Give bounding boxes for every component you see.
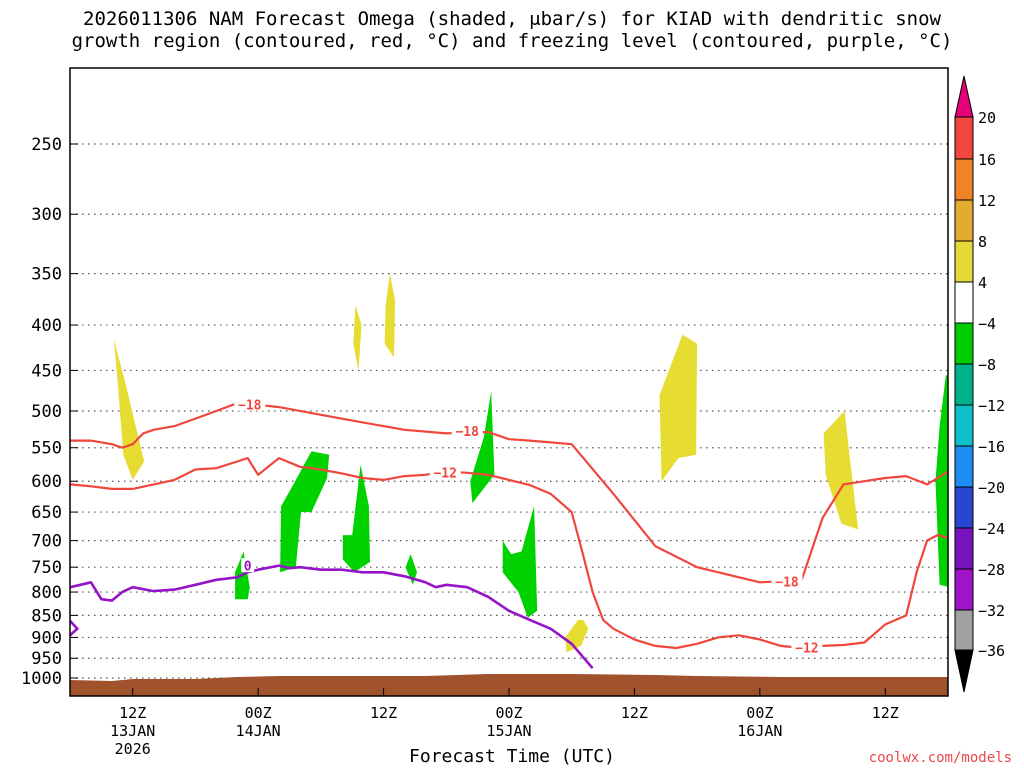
y-tick-label-1000: 1000 [21, 669, 62, 689]
omega-region-10 [470, 391, 495, 504]
contour-label-m18-a: −18 [238, 398, 262, 413]
omega-region-8 [342, 464, 370, 573]
colorbar-bin-6 [954, 363, 974, 406]
y-tick-label-400: 400 [31, 316, 62, 336]
x-axis-label: Forecast Time (UTC) [409, 746, 615, 767]
colorbar-bin-12 [954, 609, 974, 651]
y-tick-label-800: 800 [31, 583, 62, 603]
colorbar-label-1: 16 [978, 151, 996, 169]
contour-layer: −18 −18 −12 −18 −12 0 [70, 396, 948, 670]
freezing-level-contour [70, 564, 594, 670]
x-tick-label-5-0: 00Z [746, 704, 773, 722]
x-tick-label-0-0: 12Z [119, 704, 146, 722]
colorbar-label-11: −28 [978, 561, 1005, 579]
chart-title-line-1: 2026011306 NAM Forecast Omega (shaded, μ… [83, 8, 941, 30]
terrain-surface [70, 674, 948, 696]
y-tick-label-750: 750 [31, 558, 62, 578]
colorbar-label-0: 20 [978, 109, 996, 127]
colorbar-label-7: −12 [978, 397, 1005, 415]
colorbar-label-2: 12 [978, 192, 996, 210]
contour-label-m18-c-bg [771, 573, 803, 588]
x-tick-label-3-0: 00Z [495, 704, 522, 722]
y-tick-label-950: 950 [31, 649, 62, 669]
contour-label-m12-a-bg [429, 464, 461, 479]
x-tick-label-5-1: 16JAN [737, 722, 782, 740]
plot-frame [69, 67, 949, 697]
y-tick-label-650: 650 [31, 503, 62, 523]
contour-label-m12-a: −12 [433, 466, 456, 481]
x-tick-label-1-1: 14JAN [236, 722, 281, 740]
colorbar-bin-4 [954, 281, 974, 324]
contour-label-m18-b: −18 [455, 425, 479, 440]
dgz-minus12-contour [70, 457, 948, 650]
chart-title-line-2: growth region (contoured, red, °C) and f… [71, 30, 953, 52]
grid [70, 143, 948, 679]
colorbar-bin-8 [954, 445, 974, 488]
y-tick-label-900: 900 [31, 628, 62, 648]
x-tick-label-0-1: 13JAN [110, 722, 155, 740]
colorbar-bin-1 [954, 158, 974, 201]
contour-label-zero-bg [241, 558, 255, 573]
colorbar-bin-2 [954, 199, 974, 242]
contour-label-zero: 0 [244, 560, 252, 575]
y-tick-label-450: 450 [31, 361, 62, 381]
contour-label-m18-b-bg [451, 423, 483, 438]
omega-region-5 [565, 619, 589, 653]
omega-region-0 [113, 339, 145, 480]
x-tick-label-6-0: 12Z [872, 704, 899, 722]
colorbar-bin-9 [954, 486, 974, 529]
colorbar-bin-0 [954, 116, 974, 160]
colorbar-bottom-arrow [954, 649, 974, 693]
colorbar-bin-5 [954, 322, 974, 365]
x-tick-label-3-1: 15JAN [486, 722, 531, 740]
contour-label-m18-a-bg [234, 396, 266, 411]
watermark[interactable]: coolwx.com/models [868, 750, 1012, 766]
colorbar-label-6: −8 [978, 356, 996, 374]
y-tick-label-350: 350 [31, 265, 62, 285]
pressure-axis: 2503003504004505005506006507007508008509… [21, 135, 78, 689]
contour-label-m12-b-bg [791, 639, 823, 654]
colorbar-label-5: −4 [978, 315, 996, 333]
colorbar: 20 16 12 8 4 −4 −8 −12 −16 −20 −24 −28 −32 −36 [954, 75, 1005, 693]
colorbar-label-3: 8 [978, 233, 987, 251]
x-tick-label-2-0: 12Z [370, 704, 397, 722]
y-tick-label-700: 700 [31, 532, 62, 552]
y-tick-label-250: 250 [31, 135, 62, 155]
omega-region-7 [280, 451, 330, 573]
colorbar-label-8: −16 [978, 438, 1005, 456]
colorbar-label-12: −32 [978, 602, 1005, 620]
omega-region-3 [659, 334, 698, 482]
y-tick-label-550: 550 [31, 439, 62, 459]
contour-label-m12-b: −12 [795, 641, 818, 656]
colorbar-bin-11 [954, 568, 974, 611]
colorbar-top-arrow [954, 75, 974, 118]
colorbar-label-13: −36 [978, 642, 1005, 660]
y-tick-label-600: 600 [31, 472, 62, 492]
colorbar-label-4: 4 [978, 274, 987, 292]
colorbar-bin-10 [954, 527, 974, 570]
omega-region-11 [502, 506, 538, 618]
contour-label-m18-c: −18 [775, 575, 799, 590]
omega-region-1 [353, 305, 362, 371]
omega-region-12 [935, 374, 948, 587]
y-tick-label-300: 300 [31, 205, 62, 225]
omega-region-9 [405, 554, 417, 585]
terrain-layer [70, 674, 948, 696]
freezing-level-contour-edge [70, 619, 80, 637]
colorbar-bin-3 [954, 240, 974, 283]
colorbar-label-10: −24 [978, 520, 1005, 538]
y-tick-label-850: 850 [31, 606, 62, 626]
colorbar-label-9: −20 [978, 479, 1005, 497]
omega-region-2 [384, 273, 396, 358]
omega-shading [113, 273, 948, 653]
colorbar-bin-7 [954, 404, 974, 447]
x-tick-label-4-0: 12Z [621, 704, 648, 722]
x-tick-label-1-0: 00Z [245, 704, 272, 722]
x-tick-label-0-2: 2026 [115, 740, 151, 758]
omega-region-4 [823, 411, 859, 530]
y-tick-label-500: 500 [31, 402, 62, 422]
